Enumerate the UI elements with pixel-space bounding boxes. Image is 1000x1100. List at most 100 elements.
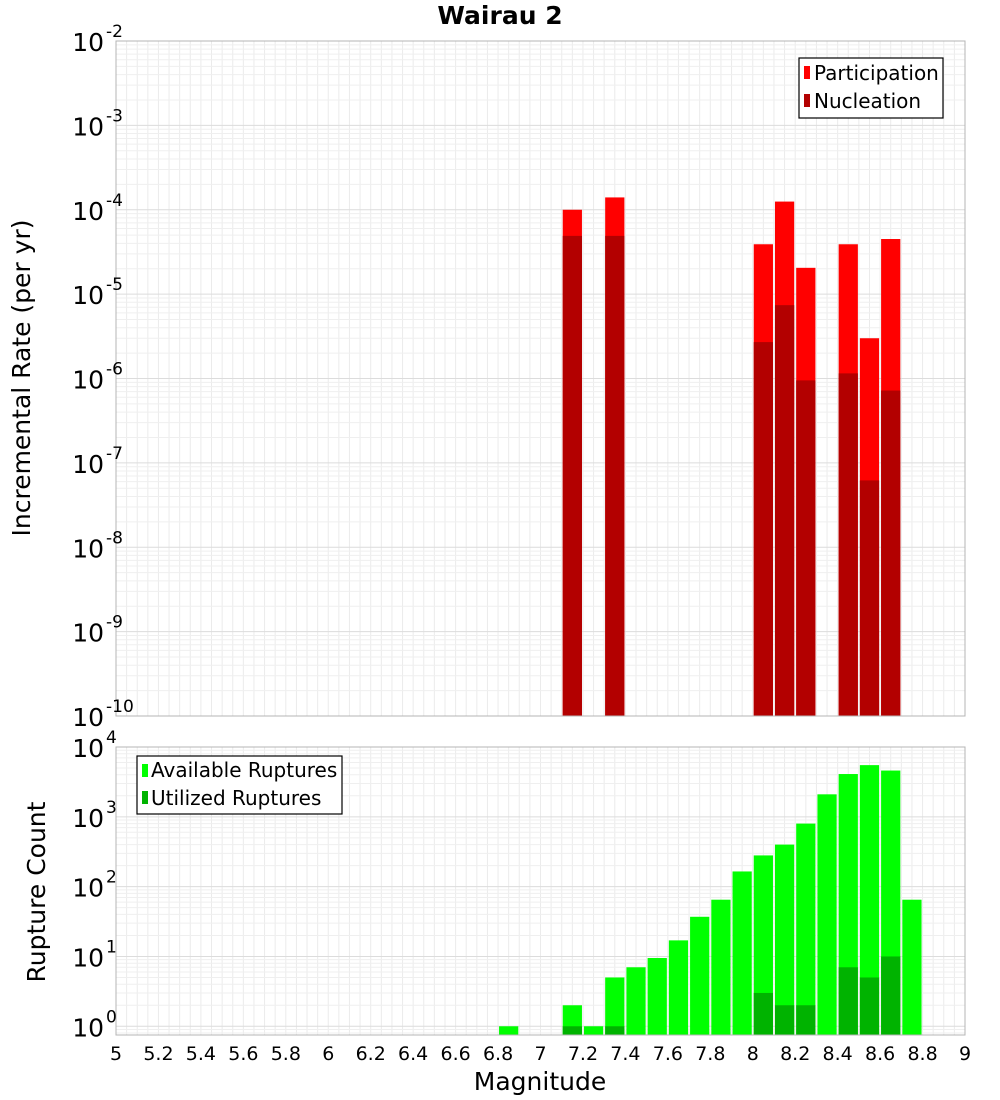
top-y-axis-title: Incremental Rate (per yr): [7, 220, 36, 537]
x-tick-label: 6.4: [398, 1043, 428, 1065]
x-tick-label: 5.4: [186, 1043, 216, 1065]
rate-y-tick-label: 10: [72, 197, 104, 226]
rate-y-tick-label: 10: [72, 281, 104, 310]
count-y-tick-label: 10: [72, 804, 104, 833]
count-y-tick-exponent: 0: [106, 1007, 117, 1027]
bottom-y-axis-title: Rupture Count: [22, 801, 51, 982]
x-tick-label: 8.6: [865, 1043, 895, 1065]
count-bar: [605, 1026, 625, 1035]
rate-bar: [562, 235, 582, 716]
count-y-tick-exponent: 1: [106, 937, 117, 957]
rate-y-tick-exponent: -5: [106, 275, 123, 295]
count-bar: [859, 977, 880, 1035]
count-bar: [711, 899, 731, 1035]
rate-y-tick-exponent: -10: [106, 697, 134, 717]
x-axis-ticks: 5 5.2 5.4 5.6 5.8 6 6.2 6.4 6.6 6.8 7 7.2 7.4 7.6 7.8 8…: [110, 1043, 971, 1065]
count-y-tick-label: 10: [72, 1013, 104, 1042]
count-bar: [668, 940, 689, 1035]
count-bar: [902, 899, 922, 1035]
count-series-utilized-ruptures: [562, 956, 901, 1035]
legend-label-available-ruptures: Available Ruptures: [151, 758, 337, 782]
legend-label-participation: Participation: [814, 61, 939, 85]
count-bar: [753, 855, 773, 1035]
rate-series-nucleation: [562, 235, 901, 716]
count-bar: [817, 794, 837, 1035]
count-bar: [838, 967, 858, 1035]
x-tick-label: 8.8: [907, 1043, 937, 1065]
rate-y-tick-label: 10: [72, 619, 104, 648]
x-tick-label: 8: [747, 1043, 759, 1065]
chart-title: Wairau 2: [437, 1, 562, 30]
rate-y-tick-label: 10: [72, 703, 104, 732]
count-bar: [562, 1026, 582, 1035]
count-bar: [499, 1026, 519, 1035]
count-bar: [796, 1005, 816, 1035]
rate-bar: [859, 480, 880, 716]
count-y-tick-label: 10: [72, 943, 104, 972]
count-bar: [605, 977, 625, 1035]
legend-swatch-participation: [804, 66, 810, 79]
x-tick-label: 6.8: [483, 1043, 513, 1065]
rate-bar: [838, 373, 858, 716]
rate-y-tick-label: 10: [72, 28, 104, 57]
x-tick-label: 5.6: [228, 1043, 258, 1065]
count-series-available-ruptures: [499, 765, 922, 1035]
count-bar: [859, 765, 880, 1035]
count-y-tick-exponent: 3: [106, 798, 117, 818]
legend-label-utilized-ruptures: Utilized Ruptures: [151, 786, 321, 810]
count-bar: [774, 1005, 795, 1035]
count-bar: [732, 871, 752, 1035]
rate-bar: [605, 235, 625, 716]
x-tick-label: 9: [959, 1043, 971, 1065]
rate-bar: [881, 390, 901, 716]
count-y-tick-label: 10: [72, 734, 104, 763]
x-tick-label: 7.2: [568, 1043, 598, 1065]
rate-y-tick-label: 10: [72, 534, 104, 563]
count-bar: [774, 844, 795, 1035]
x-tick-label: 8.2: [780, 1043, 810, 1065]
count-bar: [583, 1026, 604, 1035]
legend-swatch-nucleation: [804, 94, 810, 107]
top-legend: Participation Nucleation: [798, 57, 944, 119]
count-y-tick-exponent: 2: [106, 868, 117, 888]
x-tick-label: 5: [110, 1043, 122, 1065]
legend-label-nucleation: Nucleation: [814, 89, 921, 113]
x-tick-label: 7.8: [695, 1043, 725, 1065]
rate-grid: [115, 40, 966, 717]
rate-y-tick-exponent: -7: [106, 444, 123, 464]
rate-y-tick-exponent: -6: [106, 360, 123, 380]
rate-y-tick-label: 10: [72, 366, 104, 395]
x-tick-label: 6: [322, 1043, 334, 1065]
rate-y-tick-exponent: -2: [106, 22, 123, 42]
x-tick-label: 6.2: [356, 1043, 386, 1065]
x-tick-label: 7.4: [610, 1043, 640, 1065]
legend-swatch-available: [142, 764, 148, 777]
x-tick-label: 7: [534, 1043, 546, 1065]
rate-y-tick-exponent: -9: [106, 613, 123, 633]
count-bar: [647, 958, 667, 1035]
rate-bar: [753, 342, 773, 716]
x-tick-label: 6.6: [440, 1043, 470, 1065]
x-tick-label: 5.2: [143, 1043, 173, 1065]
x-axis-title: Magnitude: [474, 1067, 606, 1096]
count-y-tick-exponent: 4: [106, 728, 117, 748]
count-bar: [796, 823, 816, 1035]
x-tick-label: 7.6: [653, 1043, 683, 1065]
count-bar: [753, 992, 773, 1035]
rate-bar: [796, 380, 816, 716]
bottom-legend: Available Ruptures Utilized Ruptures: [136, 755, 343, 815]
legend-swatch-utilized: [142, 791, 148, 804]
rate-y-tick-exponent: -3: [106, 106, 123, 126]
x-tick-label: 5.8: [271, 1043, 301, 1065]
rate-y-tick-label: 10: [72, 112, 104, 141]
count-bar: [881, 956, 901, 1035]
rate-bar: [774, 305, 795, 716]
count-y-tick-label: 10: [72, 874, 104, 903]
rate-y-tick-exponent: -4: [106, 191, 123, 211]
count-bar: [690, 916, 710, 1035]
rupture-count-panel: 10 010 110 210 310 45 5.2 5.4 5.6 5.8 6 6.2 6.4 6.6 6.…: [72, 728, 971, 1065]
count-bar: [626, 967, 646, 1035]
rate-y-tick-exponent: -8: [106, 528, 123, 548]
